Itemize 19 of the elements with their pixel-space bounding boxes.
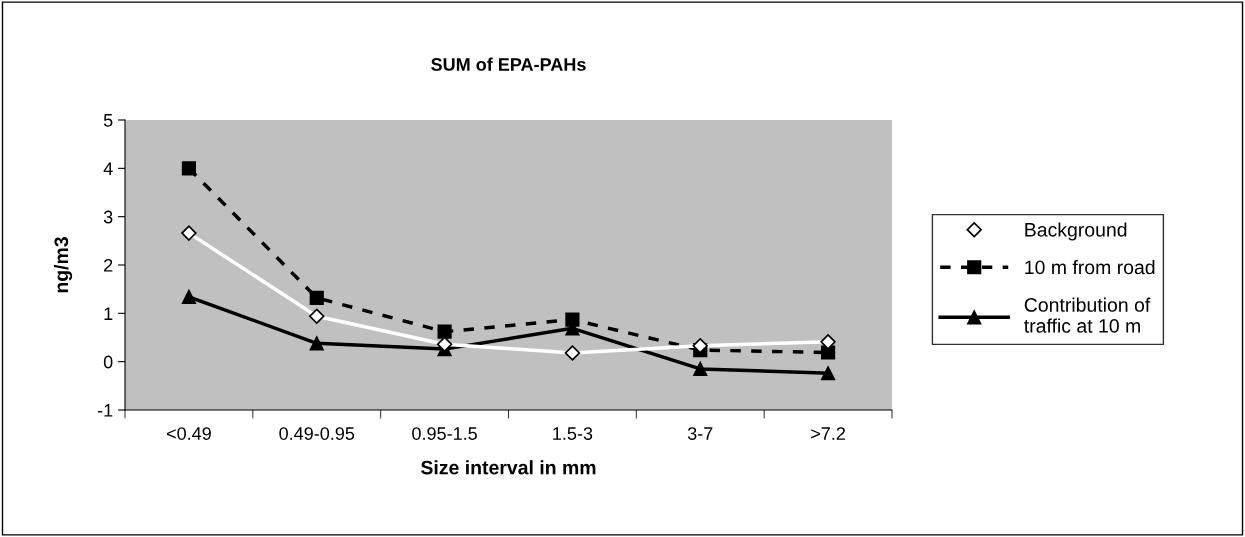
- x-axis-title: Size interval in mm: [420, 460, 596, 475]
- x-tick-label: 0.95-1.5: [412, 427, 477, 440]
- y-tick-label: 5: [103, 114, 113, 127]
- x-tick-label: 1.5-3: [553, 427, 593, 440]
- legend-label: Contribution of traffic at 10 m: [1024, 297, 1151, 333]
- y-tick-label: -1: [97, 404, 113, 417]
- x-tick-label: 0.49-0.95: [279, 427, 355, 440]
- y-tick-label: 4: [103, 162, 113, 175]
- x-tick-label: >7.2: [811, 427, 845, 440]
- y-axis-title: ng/m3: [53, 237, 73, 293]
- chart-title: SUM of EPA-PAHs: [431, 57, 586, 71]
- x-tick-label: <0.49: [166, 427, 211, 440]
- y-tick-label: 0: [103, 355, 113, 369]
- y-tick-label: 3: [103, 210, 113, 224]
- y-tick-label: 2: [104, 258, 113, 272]
- legend-label: 10 m from road: [1025, 259, 1155, 275]
- y-tick-label: 1: [104, 307, 113, 320]
- x-tick-label: 3-7: [687, 427, 713, 440]
- legend-label: Background: [1025, 222, 1127, 241]
